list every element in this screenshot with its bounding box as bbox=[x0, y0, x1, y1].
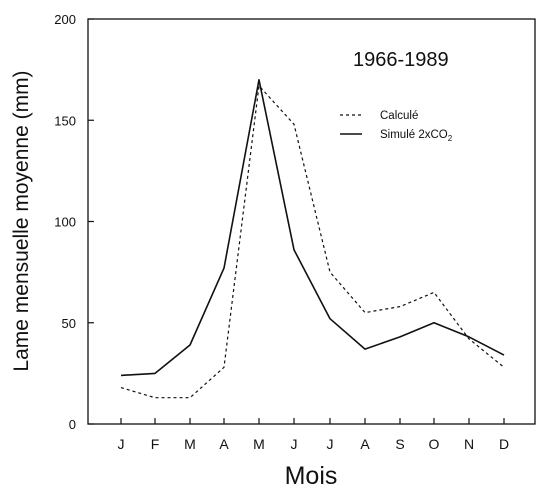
x-tick-label: J bbox=[327, 436, 334, 452]
x-tick-label: S bbox=[395, 436, 404, 452]
legend-label-simule: Simulé 2xCO2 bbox=[380, 129, 453, 143]
x-axis-title: Mois bbox=[285, 462, 338, 490]
x-tick-label: D bbox=[499, 436, 509, 452]
y-tick-label: 100 bbox=[54, 215, 76, 230]
y-axis-ticks: 0 50 100 150 200 bbox=[54, 12, 94, 432]
y-axis-title: Lame mensuelle moyenne (mm) bbox=[10, 70, 33, 371]
x-tick-label: A bbox=[360, 436, 370, 452]
x-tick-label: J bbox=[118, 436, 125, 452]
series-layer bbox=[120, 79, 505, 399]
legend-label-calcule: Calculé bbox=[380, 110, 418, 122]
x-tick-label: M bbox=[184, 436, 196, 452]
y-tick-label: 50 bbox=[62, 316, 76, 331]
legend-label-simule-sub: 2 bbox=[448, 134, 453, 143]
plot-frame bbox=[87, 18, 536, 425]
y-tick-label: 200 bbox=[54, 12, 76, 27]
x-tick-label: A bbox=[219, 436, 229, 452]
x-tick-label: J bbox=[291, 436, 298, 452]
legend-label-simule-main: Simulé 2xCO bbox=[380, 129, 448, 141]
y-tick-label: 150 bbox=[54, 113, 76, 128]
series-line-calcule bbox=[120, 85, 505, 399]
x-tick-label: F bbox=[151, 436, 160, 452]
x-tick-label: N bbox=[464, 436, 474, 452]
legend: Calculé Simulé 2xCO2 bbox=[340, 110, 453, 143]
x-tick-label: O bbox=[429, 436, 440, 452]
y-tick-label: 0 bbox=[69, 417, 76, 432]
x-tick-label: M bbox=[253, 436, 265, 452]
period-annotation: 1966-1989 bbox=[353, 49, 449, 71]
series-line-simule bbox=[120, 79, 505, 377]
